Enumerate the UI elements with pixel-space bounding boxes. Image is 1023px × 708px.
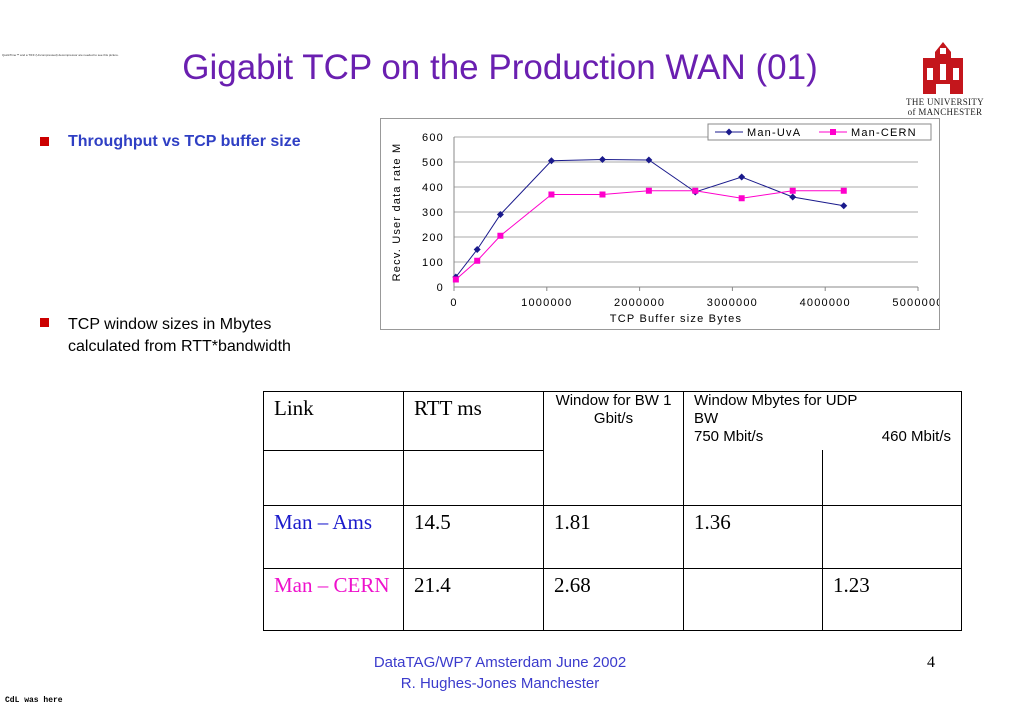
data-point-man-uva	[598, 156, 606, 163]
table-row: Man – Ams 14.5 1.81 1.36	[263, 504, 962, 569]
header-bw-row: 750 Mbit/s 460 Mbit/s	[694, 428, 951, 446]
row-w750	[683, 567, 823, 631]
row-w460: 1.23	[822, 567, 962, 631]
university-name-sub: of MANCHESTER	[907, 107, 983, 117]
x-tick-label: 1000000	[521, 297, 572, 309]
bullet-square-icon	[40, 318, 49, 327]
x-tick-label: 3000000	[707, 297, 758, 309]
data-point-man-cern	[548, 191, 555, 198]
y-tick-label: 600	[422, 132, 444, 144]
header-window-1g: Window for BW 1 Gbit/s	[543, 391, 684, 506]
throughput-chart: 0 100 200 300 400 500 600 0 1000000 2000000 300000…	[380, 118, 940, 330]
data-point-man-cern	[452, 276, 459, 283]
row-link: Man – CERN	[263, 567, 404, 631]
data-point-man-cern	[738, 195, 745, 202]
data-point-man-cern	[692, 187, 699, 194]
table-row: Man – CERN 21.4 2.68 1.23	[263, 567, 962, 631]
row-link: Man – Ams	[263, 504, 404, 569]
slide-title: Gigabit TCP on the Production WAN (01)	[182, 48, 818, 87]
row-w1g: 2.68	[543, 567, 684, 631]
series-line-man-uva	[455, 158, 844, 278]
row-w1g: 1.81	[543, 504, 684, 569]
y-tick-label: 400	[422, 182, 444, 194]
data-point-man-cern	[599, 191, 606, 198]
row-rtt: 21.4	[403, 567, 544, 631]
blank-cell	[822, 450, 962, 506]
data-point-man-uva	[789, 193, 797, 201]
y-tick-label: 100	[422, 257, 444, 269]
data-point-man-cern	[645, 187, 652, 194]
bullet-square-icon	[40, 137, 49, 146]
series-line-man-cern	[455, 190, 844, 280]
blank-cell	[403, 449, 544, 506]
header-rtt: RTT ms	[403, 391, 544, 451]
bullet-throughput: Throughput vs TCP buffer size	[68, 133, 301, 150]
row-w750: 1.36	[683, 504, 823, 569]
bullet-window-sizes: TCP window sizes in Mbytes calculated fr…	[68, 314, 291, 358]
y-axis-label: Recv. User data rate M	[391, 143, 403, 282]
bullet-window-sizes-line2: calculated from RTT*bandwidth	[68, 338, 291, 355]
data-point-man-uva	[547, 157, 555, 165]
x-tick-label: 2000000	[614, 297, 665, 309]
university-name: THE UNIVERSITY	[906, 97, 984, 107]
header-link: Link	[263, 391, 404, 451]
x-tick-label: 4000000	[800, 297, 851, 309]
data-point-man-uva	[840, 202, 848, 210]
y-tick-label: 500	[422, 157, 444, 169]
chart-svg: 0 100 200 300 400 500 600 0 1000000 2000000 300000…	[391, 123, 939, 325]
data-point-man-uva	[473, 246, 481, 253]
data-point-man-cern	[497, 232, 504, 239]
data-point-man-uva	[738, 173, 746, 181]
data-point-man-cern	[840, 187, 847, 194]
y-tick-label: 200	[422, 232, 444, 244]
footer-event: DataTAG/WP7 Amsterdam June 2002	[373, 654, 627, 671]
x-tick-label: 0	[450, 297, 457, 309]
data-point-man-uva	[645, 156, 653, 164]
sub-750: 750 Mbit/s	[694, 428, 764, 445]
legend-marker	[830, 129, 836, 135]
tiny-note: QuickTime™ and a TIFF (Uncompressed) dec…	[2, 53, 119, 57]
legend-marker	[725, 128, 733, 136]
blank-cell	[263, 449, 404, 506]
row-w460	[822, 504, 962, 569]
data-point-man-cern	[789, 187, 796, 194]
sub-460: 460 Mbit/s	[881, 428, 951, 445]
x-axis-label: TCP Buffer size Bytes	[610, 313, 742, 325]
blank-cell	[683, 450, 823, 506]
y-tick-label: 300	[422, 207, 444, 219]
page-number: 4	[927, 654, 935, 671]
y-tick-label: 0	[437, 282, 444, 294]
header-window-udp: Window Mbytes for UDP BW 750 Mbit/s 460 …	[683, 391, 962, 450]
x-tick-label: 5000000	[892, 297, 939, 309]
university-crest-icon	[923, 42, 963, 94]
row-rtt: 14.5	[403, 504, 544, 569]
data-point-man-uva	[496, 211, 504, 218]
corner-note: CdL was here	[5, 696, 63, 705]
legend-label: Man-CERN	[851, 127, 917, 139]
header-window-udp-label: Window Mbytes for UDP BW	[694, 392, 858, 427]
data-point-man-cern	[474, 257, 481, 264]
window-size-table: Link RTT ms Window for BW 1 Gbit/s Windo…	[263, 391, 962, 631]
legend-label: Man-UvA	[747, 127, 801, 139]
footer-author: R. Hughes-Jones Manchester	[400, 675, 600, 692]
bullet-window-sizes-line1: TCP window sizes in Mbytes	[68, 316, 272, 333]
